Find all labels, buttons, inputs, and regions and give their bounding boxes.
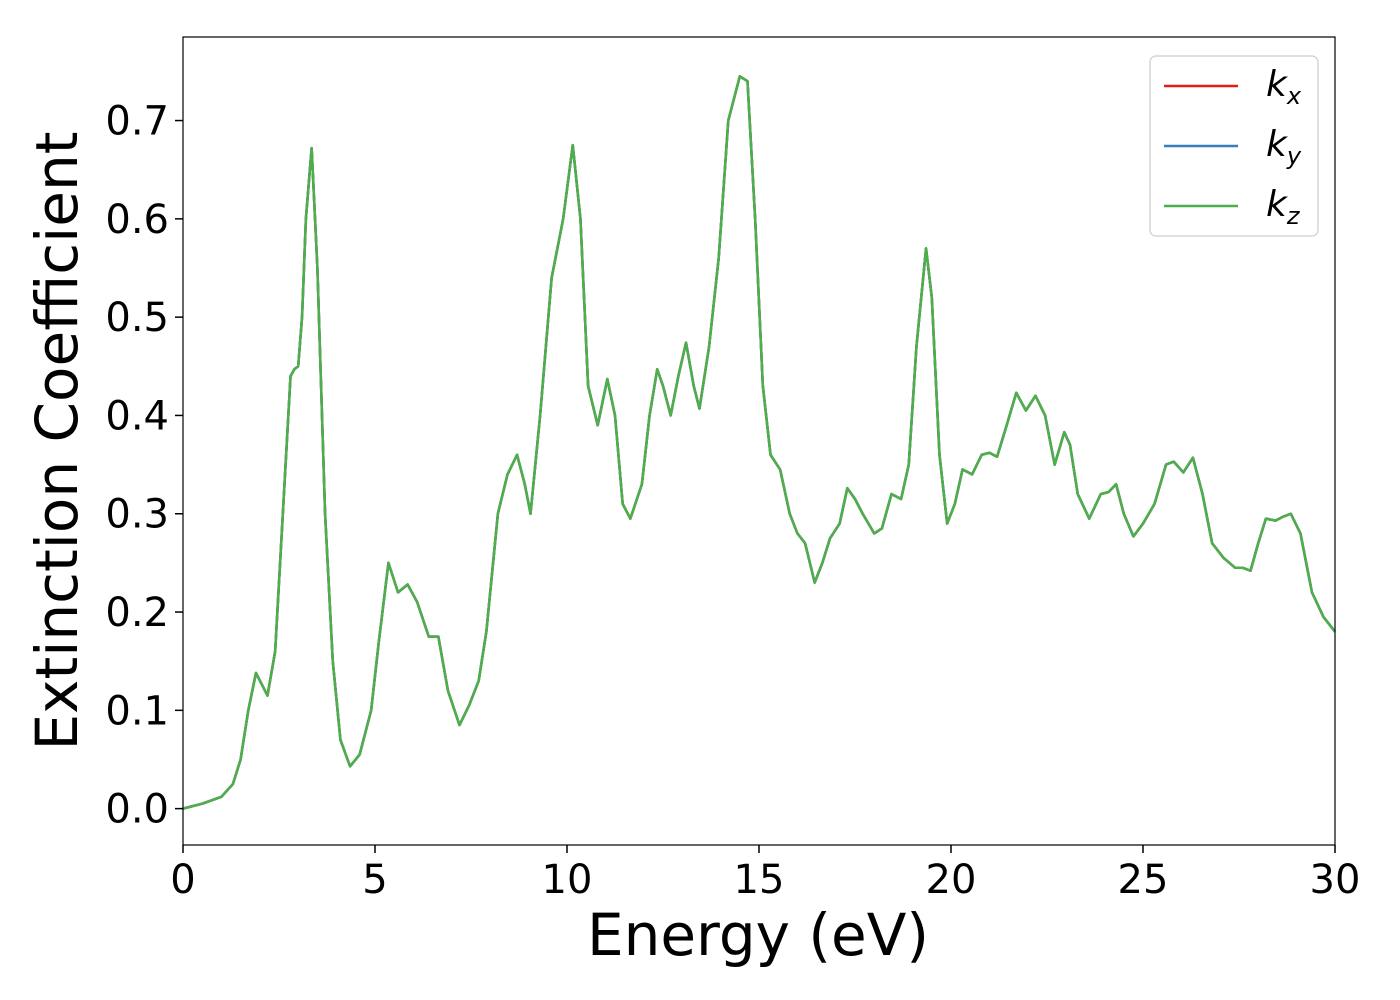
y-tick-label: 0.3 bbox=[105, 492, 169, 538]
y-tick-label: 0.6 bbox=[105, 197, 169, 243]
y-tick-label: 0.4 bbox=[105, 393, 169, 439]
x-tick-label: 10 bbox=[542, 857, 593, 903]
x-tick-label: 25 bbox=[1118, 857, 1169, 903]
y-axis-label: Extinction Coefficient bbox=[23, 132, 91, 751]
x-axis-label: Energy (eV) bbox=[587, 901, 929, 969]
legend-label: kz bbox=[1266, 184, 1301, 230]
x-tick-label: 30 bbox=[1310, 857, 1361, 903]
x-tick-label: 15 bbox=[734, 857, 785, 903]
legend-label: ky bbox=[1266, 124, 1302, 170]
y-tick-label: 0.5 bbox=[105, 295, 169, 341]
x-tick-label: 20 bbox=[926, 857, 977, 903]
x-tick-label: 5 bbox=[362, 857, 387, 903]
y-tick-label: 0.0 bbox=[105, 787, 169, 833]
legend-label: kx bbox=[1266, 64, 1302, 110]
data-line bbox=[182, 75, 1336, 810]
y-tick-label: 0.1 bbox=[105, 688, 169, 734]
x-tick-label: 0 bbox=[170, 857, 195, 903]
plot-frame bbox=[182, 36, 1336, 846]
y-tick-label: 0.7 bbox=[105, 99, 169, 145]
y-tick-label: 0.2 bbox=[105, 590, 169, 636]
